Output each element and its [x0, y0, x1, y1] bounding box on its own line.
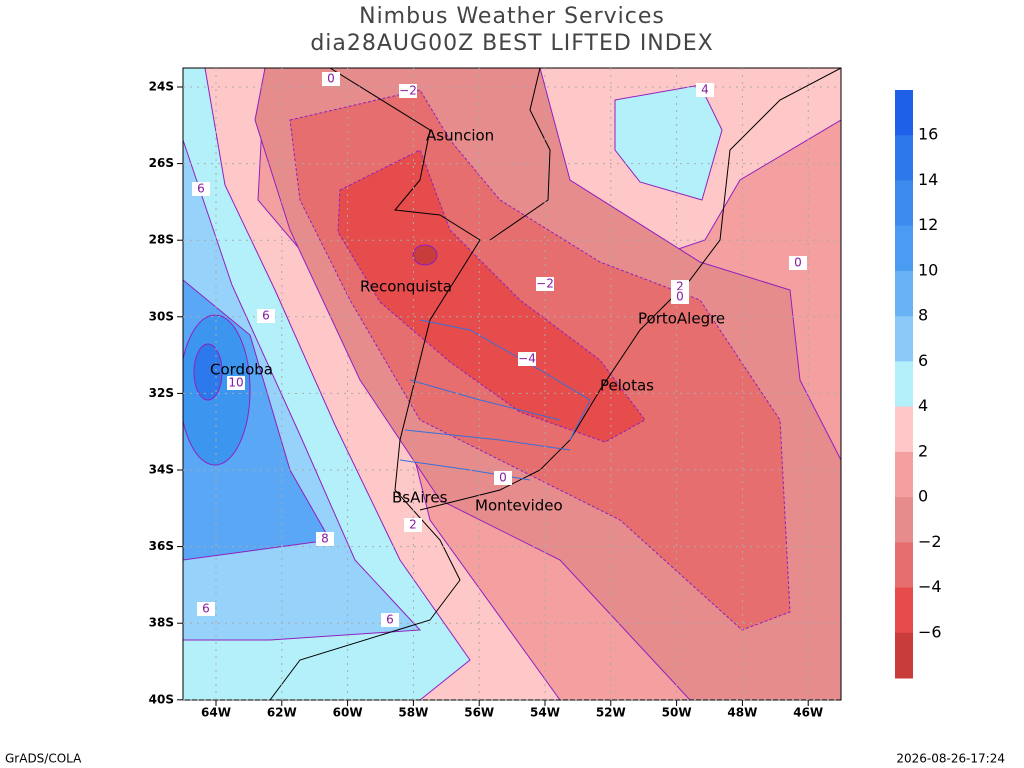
- lon-label: 56W: [464, 706, 494, 720]
- lon-label: 62W: [267, 706, 297, 720]
- colorbar-label: −2: [918, 532, 942, 551]
- colorbar-swatch: [895, 135, 913, 181]
- colorbar-label: 14: [918, 170, 938, 189]
- contour-label-bg: [404, 518, 422, 532]
- lon-label: 48W: [727, 706, 757, 720]
- contour-label-bg: [381, 613, 399, 627]
- colorbar-swatch: [895, 451, 913, 498]
- contour-label: −2: [536, 277, 554, 291]
- contour-label: 6: [386, 613, 394, 627]
- footer-left: GrADS/COLA: [5, 752, 82, 766]
- colorbar-label: 6: [918, 351, 928, 370]
- contour-label: 2: [676, 280, 684, 294]
- contour-label: 0: [499, 471, 507, 485]
- contour-label-bg: [671, 290, 689, 304]
- subtitle: dia28AUG00Z BEST LIFTED INDEX: [310, 31, 713, 56]
- colorbar-swatch: [895, 632, 913, 679]
- title: Nimbus Weather Services: [359, 4, 665, 29]
- city-label: Asuncion: [426, 127, 494, 145]
- colorbar-swatch: [895, 316, 913, 362]
- lon-label: 46W: [793, 706, 823, 720]
- contour-label: 2: [409, 518, 417, 532]
- contour-label: 4: [701, 83, 709, 97]
- contour-label: 6: [262, 309, 270, 323]
- colorbar-label: −6: [918, 622, 942, 641]
- lat-label: 34S: [149, 463, 174, 477]
- lat-label: 40S: [149, 692, 174, 706]
- lat-label: 28S: [149, 233, 174, 247]
- colorbar-label: 16: [918, 125, 938, 144]
- colorbar-label: 12: [918, 215, 938, 234]
- contour-label-bg: [494, 471, 512, 485]
- contour-label: −2: [399, 84, 417, 98]
- contour-label-bg: [789, 256, 807, 270]
- map-field: [183, 68, 841, 700]
- city-label: Montevideo: [475, 497, 563, 515]
- lat-label: 38S: [149, 616, 174, 630]
- colorbar-label: −4: [918, 577, 942, 596]
- city-label: Pelotas: [600, 377, 654, 395]
- contour-label: 8: [321, 532, 329, 546]
- contour-label-bg: [536, 277, 554, 291]
- lon-label: 64W: [201, 706, 231, 720]
- contour-label: 0: [327, 72, 335, 86]
- colorbar-swatch: [895, 542, 913, 589]
- lat-label: 36S: [149, 539, 174, 553]
- colorbar-swatch: [895, 180, 913, 227]
- city-label: Reconquista: [360, 278, 452, 296]
- contour-label-bg: [399, 84, 417, 98]
- contour-label: −4: [518, 352, 536, 366]
- colorbar-swatch: [895, 497, 913, 543]
- contour-label: 0: [676, 290, 684, 304]
- lon-label: 60W: [333, 706, 363, 720]
- city-label: Cordoba: [210, 361, 273, 379]
- contour-label-bg: [518, 352, 536, 366]
- contour-label-bg: [197, 602, 215, 616]
- lon-label: 58W: [398, 706, 428, 720]
- contour-label: 0: [794, 256, 802, 270]
- contour-label-bg: [316, 532, 334, 546]
- colorbar-swatch: [895, 225, 913, 272]
- colorbar-swatch: [895, 361, 913, 408]
- footer-right: 2026-08-26-17:24: [896, 752, 1005, 766]
- colorbar-label: 8: [918, 306, 928, 325]
- contour-label-bg: [322, 72, 340, 86]
- contour-label-bg: [227, 376, 245, 390]
- colorbar-label: 10: [918, 260, 938, 279]
- colorbar-label: 4: [918, 396, 928, 415]
- colorbar-swatch: [895, 270, 913, 317]
- lat-label: 24S: [149, 80, 174, 94]
- lon-label: 54W: [530, 706, 560, 720]
- contour-label-bg: [696, 83, 714, 97]
- lat-label: 30S: [149, 309, 174, 323]
- colorbar-label: 2: [918, 441, 928, 460]
- contour-label: 6: [202, 602, 210, 616]
- lon-label: 52W: [596, 706, 626, 720]
- contour-label-bg: [192, 182, 210, 196]
- contour-label: 10: [228, 376, 243, 390]
- lon-label: 50W: [662, 706, 692, 720]
- lat-label: 26S: [149, 156, 174, 170]
- city-label: BsAires: [392, 489, 448, 507]
- colorbar-swatch: [895, 90, 913, 136]
- city-label: PortoAlegre: [638, 310, 725, 328]
- contour-label: 6: [197, 182, 205, 196]
- lat-label: 32S: [149, 386, 174, 400]
- colorbar-label: 0: [918, 487, 928, 506]
- colorbar-swatch: [895, 587, 913, 634]
- colorbar-swatch: [895, 406, 913, 453]
- contour-label-bg: [257, 309, 275, 323]
